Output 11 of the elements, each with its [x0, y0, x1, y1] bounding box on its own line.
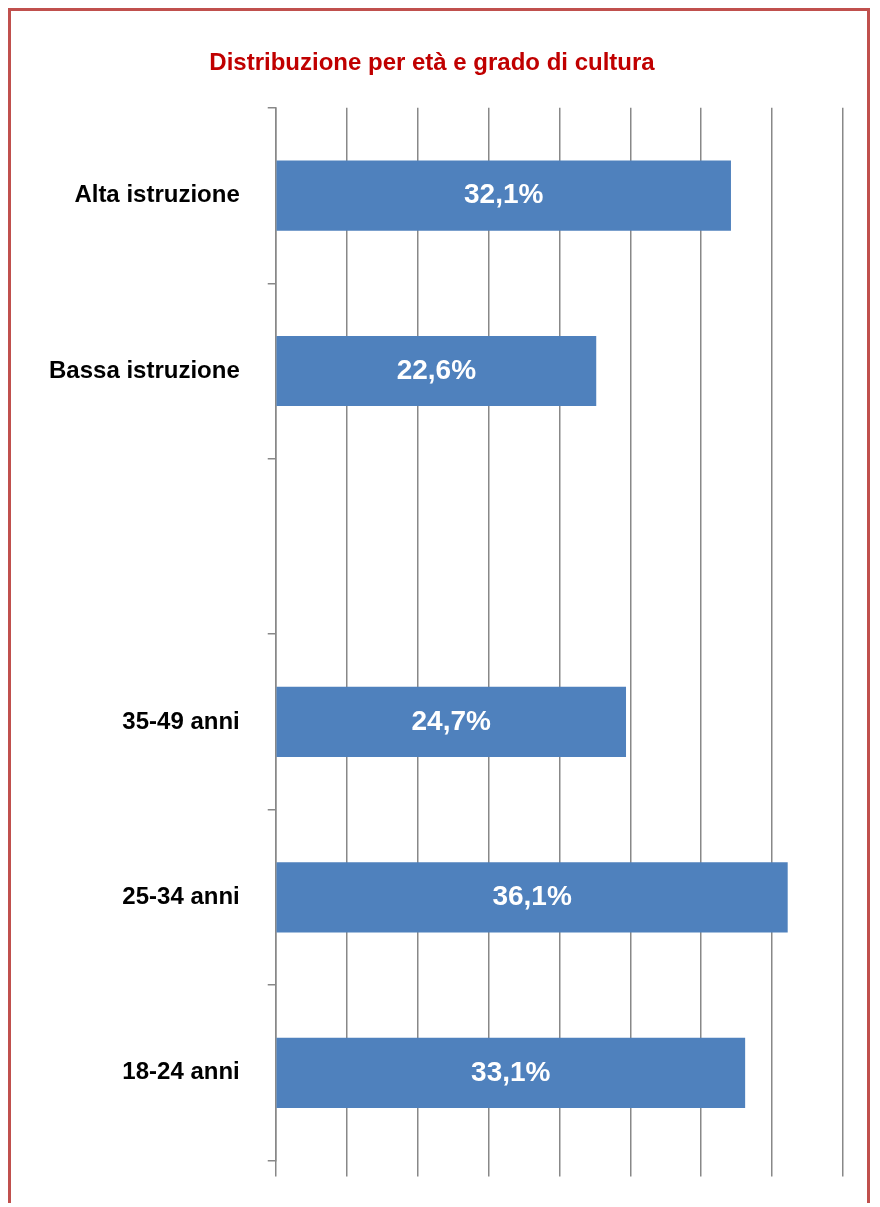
y-tick-label: 25-34 anni: [122, 882, 240, 910]
y-tick-label: 35-49 anni: [122, 706, 240, 734]
chart-title: Distribuzione per età e grado di cultura: [209, 48, 656, 76]
data-label: 22,6%: [396, 353, 477, 385]
y-tick-label: Alta istruzione: [74, 180, 240, 208]
data-label: 33,1%: [471, 1055, 551, 1087]
data-label: 32,1%: [464, 178, 544, 210]
data-label: 24,7%: [411, 704, 492, 736]
data-label: 36,1%: [492, 880, 572, 912]
y-tick-label: 18-24 anni: [122, 1057, 240, 1085]
y-tick-label: Bassa istruzione: [49, 355, 240, 383]
